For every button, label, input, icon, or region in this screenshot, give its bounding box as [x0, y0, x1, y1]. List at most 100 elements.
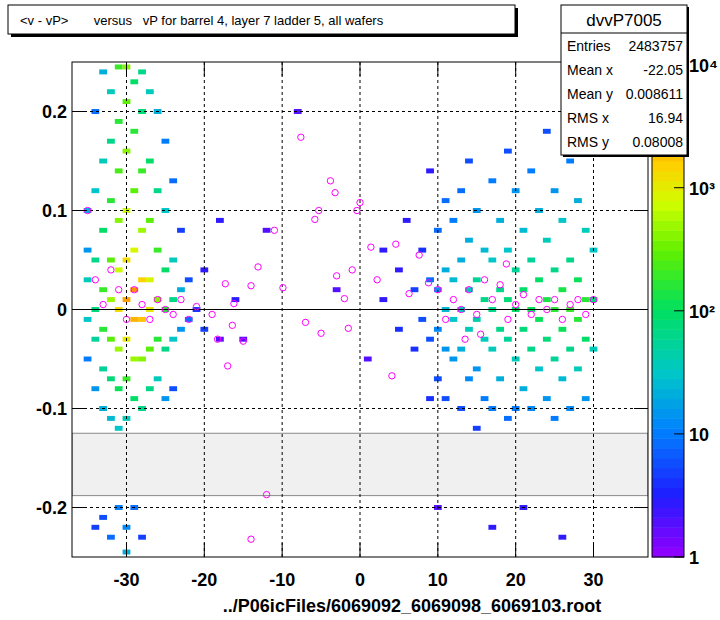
x-tick [282, 62, 283, 76]
profile-point [536, 296, 542, 302]
heat-cell [177, 287, 185, 292]
profile-point [583, 311, 589, 317]
x-tick [437, 543, 438, 557]
heat-cell [107, 337, 115, 342]
colorbar-tick [674, 310, 684, 311]
profile-point [341, 295, 347, 301]
heat-cell [450, 218, 458, 223]
heat-cell [107, 258, 115, 263]
heat-cell [130, 396, 138, 401]
colorbar-segment [652, 369, 684, 379]
stats-title: dvvP7005 [586, 11, 662, 30]
profile-point [222, 281, 228, 287]
colorbar-segment [652, 319, 684, 329]
heat-cell [558, 218, 566, 223]
heat-cell [543, 297, 551, 302]
heat-cell [107, 139, 115, 144]
heat-cell [558, 535, 566, 540]
colorbar-segment [652, 240, 684, 250]
colorbar-segment [652, 191, 684, 201]
colorbar-segment [652, 161, 684, 171]
heat-cell [333, 287, 341, 292]
colorbar-tick [674, 187, 684, 188]
profile-point [462, 336, 468, 342]
colorbar-segment [652, 260, 684, 270]
heat-cell [99, 287, 107, 292]
profile-point [318, 330, 324, 336]
profile-point [231, 300, 237, 306]
y-tick [72, 210, 86, 211]
colorbar-segment [652, 359, 684, 369]
heat-cell [99, 228, 107, 233]
heat-cell [146, 386, 154, 391]
profile-point [368, 244, 374, 250]
heat-cell [426, 396, 434, 401]
colorbar-segment [652, 349, 684, 359]
heat-cell [130, 129, 138, 134]
profile-point [393, 241, 399, 247]
heat-cell [442, 267, 450, 272]
x-tick [437, 62, 438, 76]
y-tick-label: -0.2 [36, 498, 67, 518]
profile-point [567, 301, 573, 307]
heat-cell [551, 267, 559, 272]
x-tick-label: -20 [191, 570, 217, 590]
colorbar-segment [652, 379, 684, 389]
heat-cell [535, 317, 543, 322]
heat-cell [465, 376, 473, 381]
heat-cell [154, 188, 162, 193]
colorbar-segment [652, 448, 684, 458]
heat-cell [115, 64, 123, 69]
heat-cell [520, 327, 528, 332]
profile-point [316, 207, 322, 213]
profile-point [224, 363, 230, 369]
heat-cell [450, 277, 458, 282]
heat-cell [115, 119, 123, 124]
profile-point [147, 316, 153, 322]
heat-cell [154, 376, 162, 381]
chart: <v - vP> versus vP for barrel 4, layer 7… [0, 0, 720, 620]
stats-label: Entries [567, 38, 611, 54]
heat-cell [169, 386, 177, 391]
colorbar-tick [674, 557, 684, 558]
profile-point [186, 316, 192, 322]
stats-value: 2483757 [628, 38, 683, 54]
colorbar-segment [652, 230, 684, 240]
profile-point [505, 316, 511, 322]
heat-cell [84, 277, 92, 282]
heat-cell [527, 347, 535, 352]
heat-cell [543, 129, 551, 134]
y-tick [634, 309, 648, 310]
profile-point [349, 267, 355, 273]
heat-cell [99, 327, 107, 332]
y-tick [634, 210, 648, 211]
heat-cell [488, 347, 496, 352]
profile-point [528, 311, 534, 317]
heat-cell [379, 297, 387, 302]
profile-point [551, 296, 557, 302]
title: <v - vP> versus vP for barrel 4, layer 7… [20, 13, 384, 28]
heat-cell [99, 159, 107, 164]
y-tick-label: 0.1 [42, 201, 67, 221]
profile-point [442, 316, 448, 322]
heat-cell [418, 317, 426, 322]
profile-point [481, 277, 487, 283]
y-tick-label: 0 [57, 300, 67, 320]
profile-point [389, 373, 395, 379]
x-tick-label: 0 [355, 570, 365, 590]
stats-box [561, 5, 687, 155]
heat-cell [177, 327, 185, 332]
colorbar-tick-label: 10² [689, 302, 715, 322]
stats-label: Mean x [567, 62, 613, 78]
x-tick-label: 20 [506, 570, 526, 590]
profile-point [520, 291, 526, 297]
x-tick-label: 30 [583, 570, 603, 590]
heat-cell [91, 525, 99, 530]
colorbar-tick [674, 433, 684, 434]
heat-cell [138, 357, 146, 362]
heat-cell [146, 159, 154, 164]
colorbar-segment [652, 250, 684, 260]
heat-cell [481, 396, 489, 401]
heat-cell [488, 525, 496, 530]
heat-cell [115, 347, 123, 352]
